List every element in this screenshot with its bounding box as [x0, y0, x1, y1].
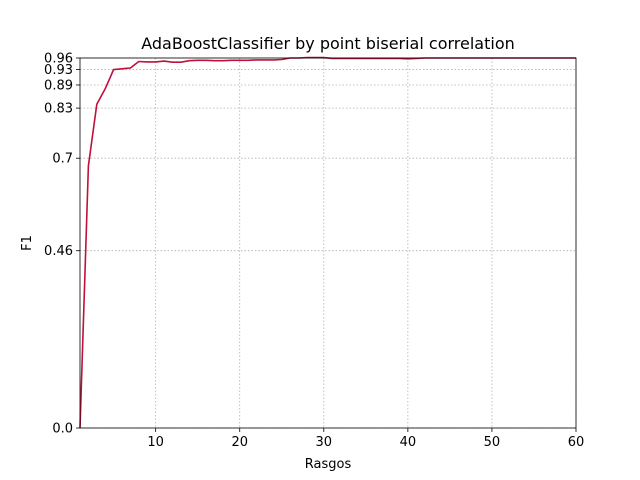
y-tick-label: 0.89 [44, 78, 73, 93]
f1-series-line [79, 56, 576, 429]
grid-lines [80, 57, 577, 429]
x-axis-ticks: 10 20 30 40 50 60 [147, 428, 584, 450]
x-tick-label: 40 [400, 435, 417, 450]
y-tick-label: 0.0 [52, 422, 73, 437]
x-axis-label: Rasgos [305, 457, 352, 472]
y-axis-ticks: 0.0 0.46 0.7 0.83 0.890.930.96 [44, 52, 80, 437]
x-tick-label: 30 [316, 435, 333, 450]
chart-title: AdaBoostClassifier by point biserial cor… [141, 34, 515, 53]
series-layer [79, 56, 576, 429]
y-axis-label: F1 [20, 235, 35, 251]
y-tick-label: 0.93 [44, 63, 73, 78]
x-tick-label: 20 [231, 435, 248, 450]
x-tick-label: 50 [484, 435, 501, 450]
y-tick-label: 0.96 [44, 52, 73, 67]
x-tick-label: 10 [147, 435, 164, 450]
x-tick-label: 60 [568, 435, 585, 450]
plot-frame [79, 57, 577, 429]
y-tick-label: 0.46 [44, 244, 73, 259]
y-tick-label: 0.83 [44, 102, 73, 117]
y-tick-label: 0.7 [52, 152, 73, 167]
